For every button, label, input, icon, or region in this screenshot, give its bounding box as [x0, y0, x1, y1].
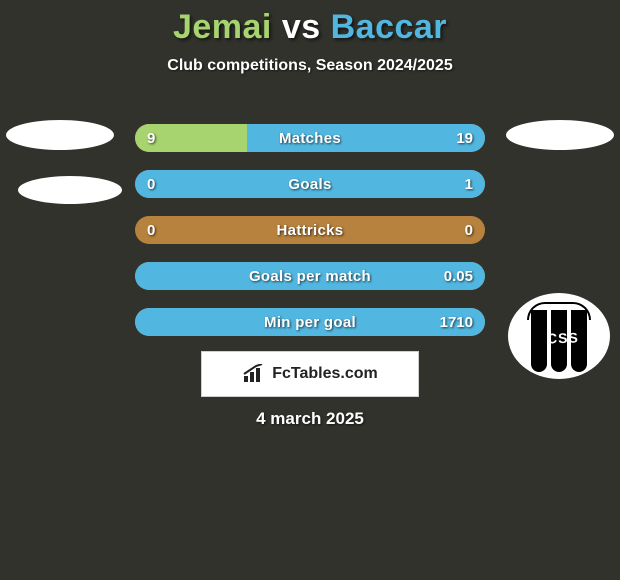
- subtitle: Club competitions, Season 2024/2025: [0, 57, 620, 75]
- stat-label: Hattricks: [135, 216, 485, 244]
- stat-label: Goals: [135, 170, 485, 198]
- player1-name: Jemai: [173, 8, 272, 46]
- badge-text: CSS: [547, 329, 579, 346]
- left-team-ellipse-2: [18, 176, 122, 204]
- stat-row: Hattricks0 0: [135, 216, 485, 244]
- stat-value-left: 0: [147, 170, 155, 198]
- stat-label: Goals per match: [135, 262, 485, 290]
- right-team-badge: CSS: [508, 293, 610, 379]
- player2-name: Baccar: [331, 8, 447, 46]
- chart-icon: [242, 364, 266, 384]
- brand-text: FcTables.com: [272, 365, 378, 383]
- stat-value-right: 1: [465, 170, 473, 198]
- stat-label: Matches: [135, 124, 485, 152]
- stat-value-right: 0.05: [444, 262, 473, 290]
- stat-value-left: 0: [147, 216, 155, 244]
- stat-row: Min per goal1710: [135, 308, 485, 336]
- stat-value-right: 1710: [440, 308, 473, 336]
- stats-container: Matches919Goals01Hattricks00Goals per ma…: [135, 124, 485, 354]
- page-title: Jemai vs Baccar: [0, 0, 620, 47]
- vs-text: vs: [282, 8, 321, 46]
- right-team-ellipse-1: [506, 120, 614, 150]
- date-label: 4 march 2025: [0, 409, 620, 429]
- left-team-ellipse-1: [6, 120, 114, 150]
- stat-row: Goals per match0.05: [135, 262, 485, 290]
- badge-stripe: [531, 310, 547, 372]
- stat-value-left: 9: [147, 124, 155, 152]
- brand-box: FcTables.com: [201, 351, 419, 397]
- stat-value-right: 19: [456, 124, 473, 152]
- stat-row: Goals0 1: [135, 170, 485, 198]
- stat-row: Matches9 19: [135, 124, 485, 152]
- stat-label: Min per goal: [135, 308, 485, 336]
- stat-value-right: 0: [465, 216, 473, 244]
